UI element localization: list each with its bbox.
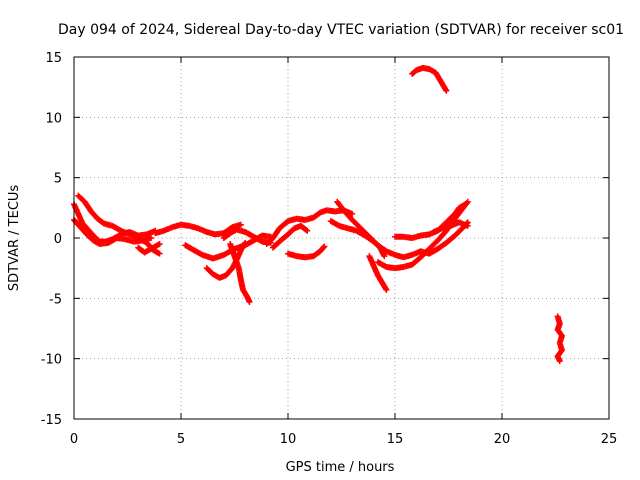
series-arc-5 [135,241,163,256]
series-arc-3 [71,216,155,248]
y-tick-label: 0 [54,232,62,247]
y-tick-label: 5 [54,172,62,187]
y-tick-label: 15 [45,51,62,66]
series-arc-19 [409,64,450,94]
data-point-marker [443,87,450,94]
data-point-marker [320,244,327,251]
series-arc-4 [152,221,244,238]
x-tick-label: 0 [70,432,78,447]
data-point-marker [237,221,244,228]
data-point-marker [303,226,310,233]
data-point-marker [464,222,471,229]
data-point-marker [556,358,563,365]
series-arc-11 [270,222,311,251]
axis-ticks: 0 5 10 15 20 25 -15 -10 -5 0 5 10 15 [41,51,618,447]
series-arc-12 [285,243,328,261]
x-tick-label: 5 [177,432,185,447]
series-arc-14 [327,218,388,260]
data-point-marker [148,235,155,241]
series-arc-15 [366,253,390,293]
data-point-marker [381,253,388,260]
data-point-marker [383,286,390,293]
y-axis-label: SDTVAR / TECUs [7,185,22,292]
x-tick-label: 20 [494,432,511,447]
series-arc-8 [227,241,253,305]
x-tick-label: 25 [601,432,618,447]
data-point-marker [156,250,163,257]
y-tick-label: 10 [45,111,62,126]
data-point-marker [462,201,469,208]
x-tick-label: 10 [280,432,297,447]
x-tick-label: 15 [387,432,404,447]
y-tick-label: -10 [41,353,62,368]
series-arc-20 [554,313,565,365]
chart-title: Day 094 of 2024, Sidereal Day-to-day VTE… [58,22,624,38]
grid-lines [74,57,609,419]
data-point-marker [156,241,163,248]
data-points [71,64,565,365]
x-axis-label: GPS time / hours [286,460,395,475]
data-point-marker [321,243,328,250]
y-tick-label: -15 [41,413,62,428]
data-point-marker [304,227,311,234]
data-point-marker [242,239,249,246]
data-point-marker [246,298,253,305]
series-arc-18 [430,219,471,235]
y-tick-label: -5 [49,292,62,307]
